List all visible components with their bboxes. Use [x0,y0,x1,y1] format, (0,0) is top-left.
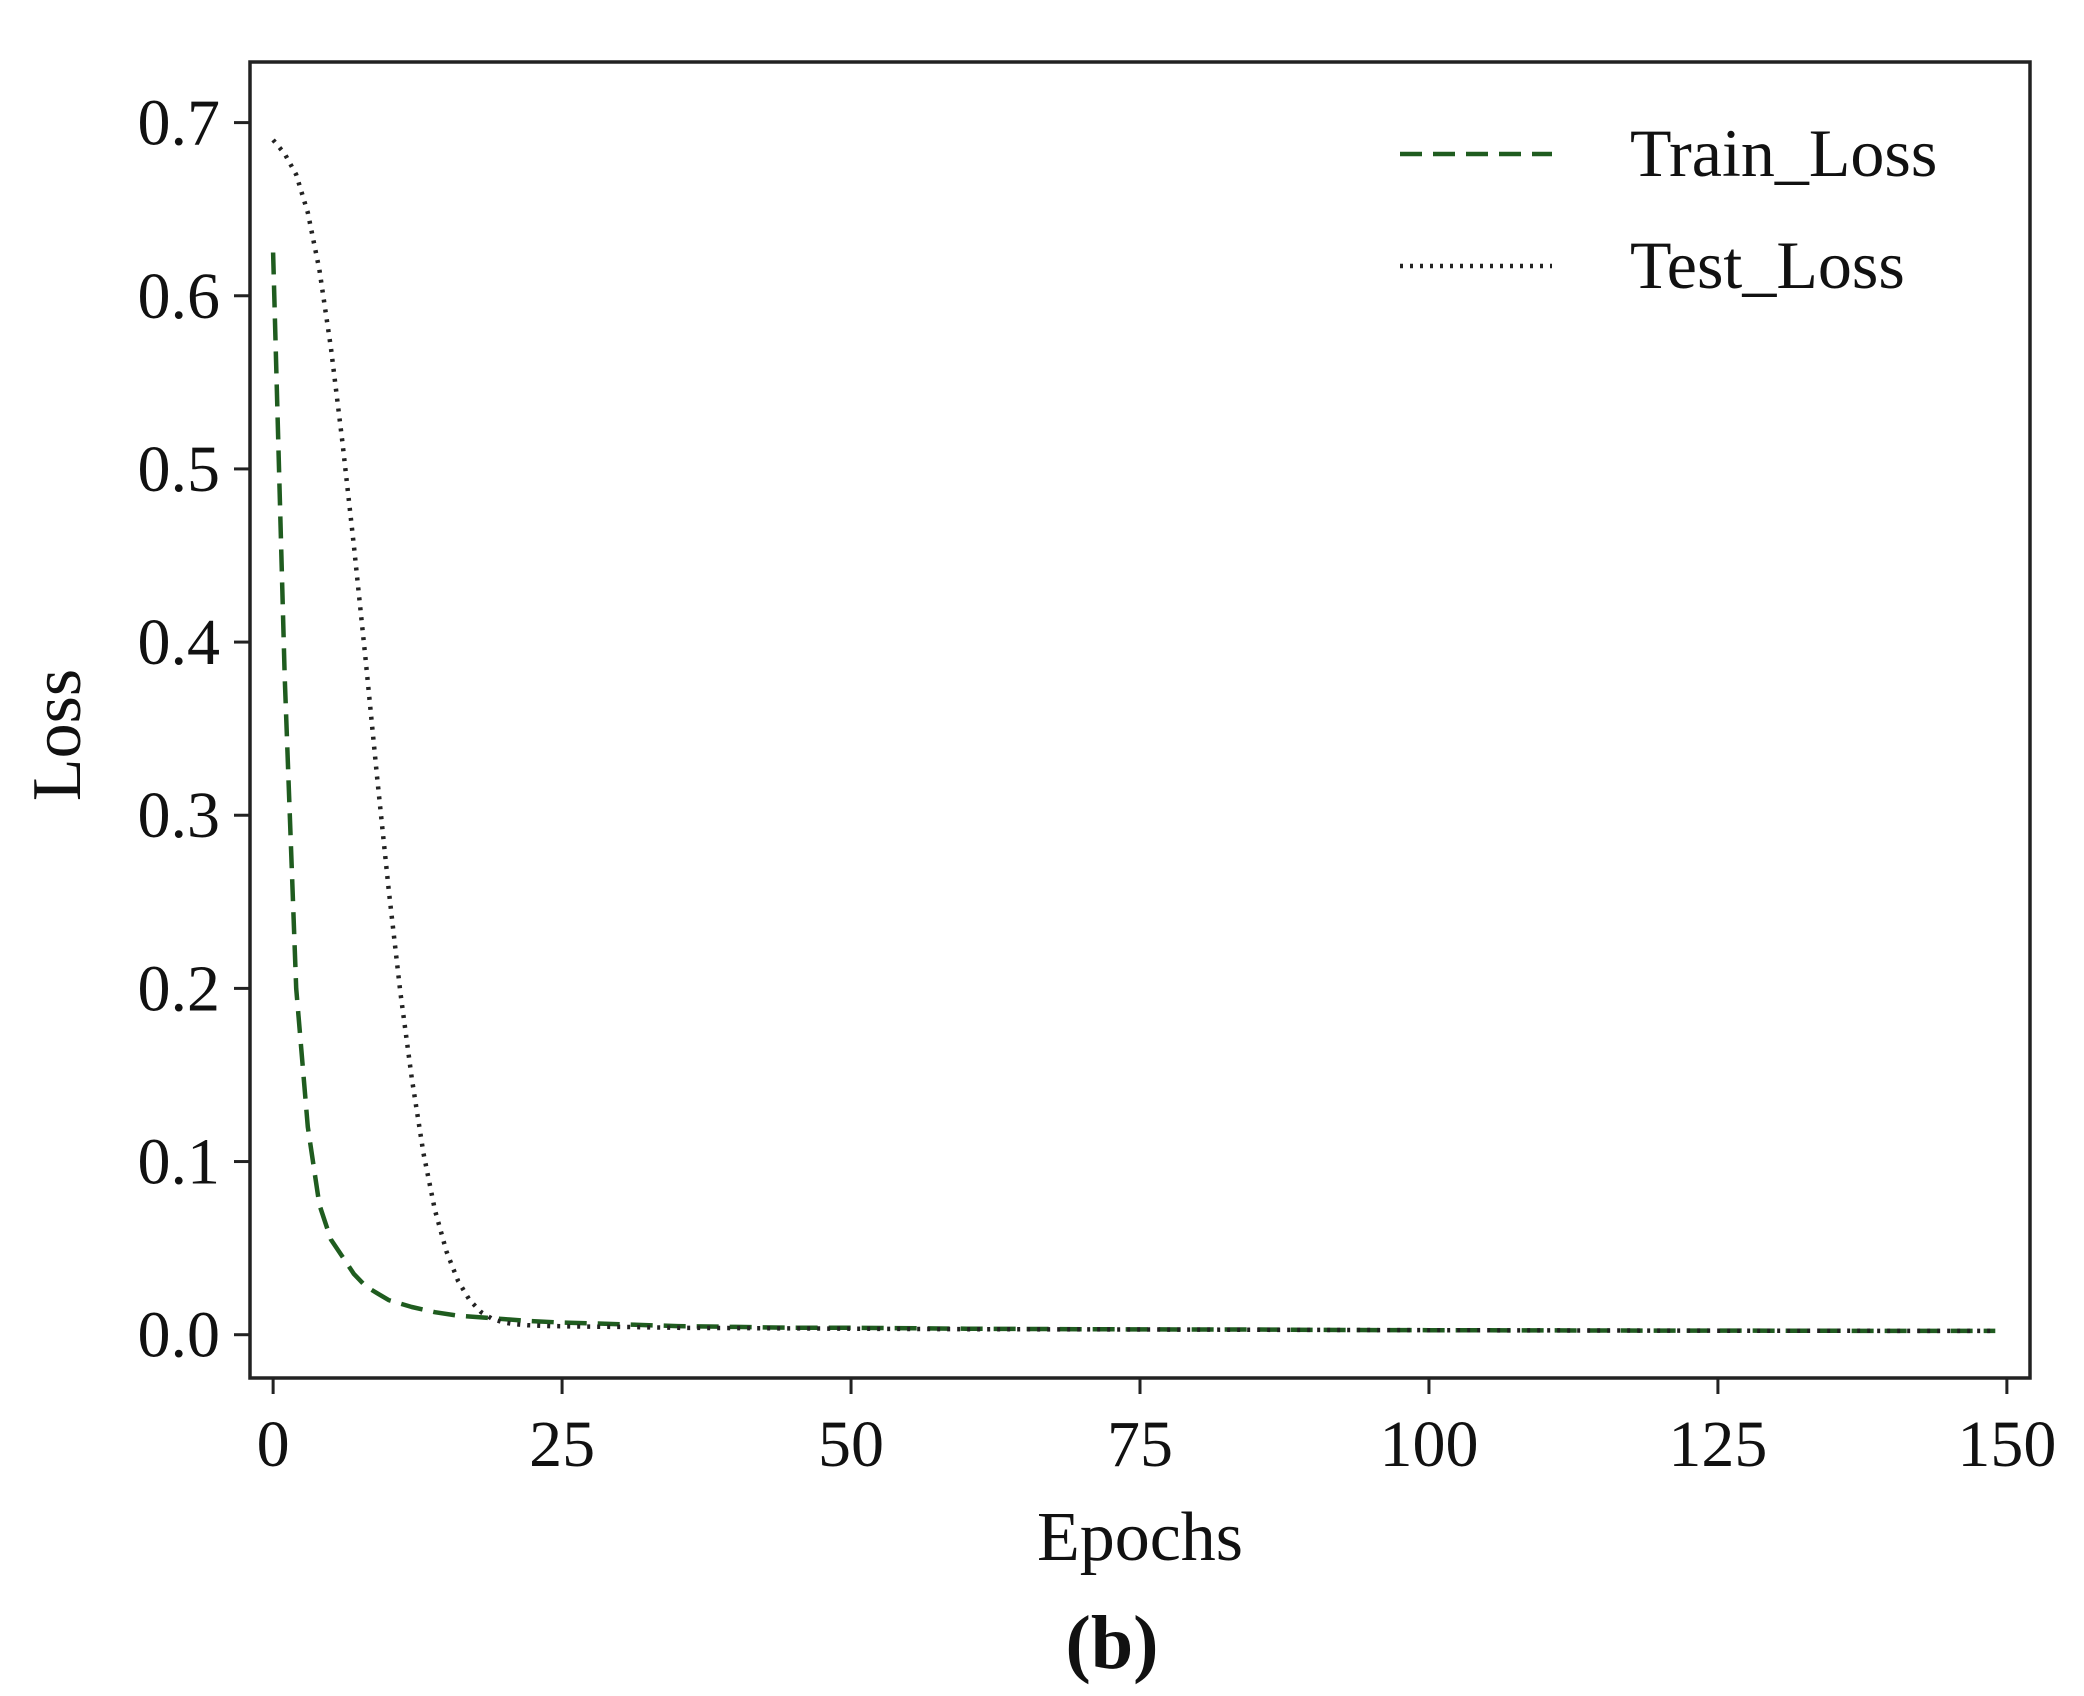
y-axis-label: Loss [19,669,96,801]
y-axis: 0.0 0.1 0.2 0.3 0.4 0.5 0.6 0.7 [138,87,250,1372]
x-tick-label: 125 [1668,1408,1767,1481]
y-tick-label: 0.3 [138,779,221,852]
x-tick-label: 50 [818,1408,884,1481]
x-tick-label: 75 [1107,1408,1173,1481]
y-tick-label: 0.5 [138,433,221,506]
series-line-test-loss [271,138,1996,1334]
y-tick-label: 0.0 [138,1299,221,1372]
x-tick-label: 100 [1379,1408,1478,1481]
y-tick-label: 0.6 [138,260,221,333]
panel-label: (b) [1066,1601,1159,1685]
legend-label: Test_Loss [1630,227,1905,303]
x-axis-label: Epochs [1037,1499,1243,1576]
x-tick-label: 150 [1957,1408,2056,1481]
y-tick-label: 0.4 [138,606,221,679]
legend: Train_Loss Test_Loss [1400,115,1937,303]
y-tick-label: 0.1 [138,1126,221,1199]
series-line-train-loss [270,252,1996,1334]
x-tick-label: 25 [529,1408,595,1481]
series-layer [270,138,1996,1334]
legend-label: Train_Loss [1630,115,1937,191]
y-tick-label: 0.7 [138,87,221,160]
x-axis: 0 25 50 75 100 125 150 [257,1378,2056,1481]
x-tick-label: 0 [257,1408,290,1481]
y-tick-label: 0.2 [138,952,221,1025]
